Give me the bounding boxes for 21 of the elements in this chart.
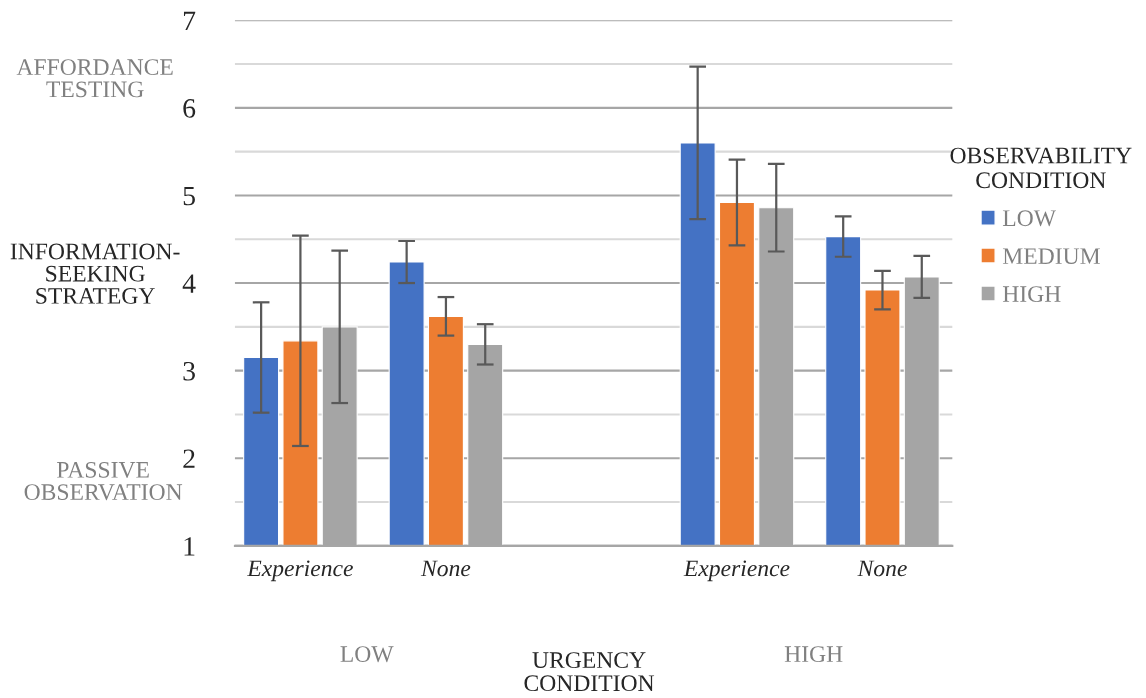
legend-label: HIGH: [1002, 286, 1061, 303]
y-tick-label: 5: [183, 186, 195, 206]
y-tick-label: 4: [182, 274, 196, 293]
text: PASSIVE OBSERVATION: [24, 461, 183, 501]
text: AFFORDANCE TESTING: [16, 59, 173, 98]
y-tick-label: 3: [183, 361, 195, 381]
x-tick-label: None: [420, 560, 471, 577]
y-tick-label: 1: [184, 537, 195, 556]
y-tick-label: 7: [183, 11, 196, 30]
text: HIGH: [784, 646, 843, 663]
y-axis-title: INFORMATION- SEEKING STRATEGY: [10, 243, 180, 304]
text: LOW: [340, 646, 394, 663]
y-tick-label: 6: [183, 99, 196, 118]
x-axis-title: URGENCY CONDITION: [524, 652, 655, 692]
y-tick-label: 2: [183, 449, 195, 468]
legend-label: MEDIUM: [1002, 248, 1100, 265]
x-tick-label: None: [857, 560, 907, 577]
x-tick-label: Experience: [247, 560, 353, 582]
legend-title: OBSERVABILITY CONDITION: [950, 147, 1132, 189]
x-tick-label: Experience: [683, 560, 790, 582]
legend-label: LOW: [1002, 210, 1056, 227]
